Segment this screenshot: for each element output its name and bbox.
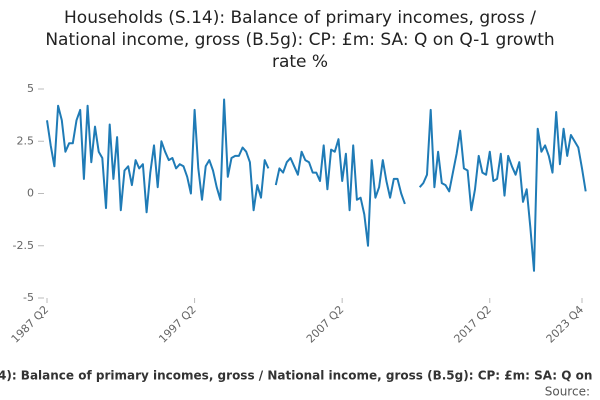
source: Source: <box>545 385 590 399</box>
x-tick-label: 1987 Q2 <box>9 303 52 346</box>
y-tick-label: 2.5 <box>17 134 35 147</box>
y-tick-label: 0 <box>27 187 34 200</box>
y-tick-label: -5 <box>23 291 34 304</box>
chart-title: rate % <box>272 52 328 72</box>
x-tick-label: 2017 Q2 <box>451 303 494 346</box>
data-line <box>46 98 587 272</box>
x-tick-label: 2023 Q4 <box>544 303 587 346</box>
x-tick-label: 2007 Q2 <box>304 303 347 346</box>
chart-title: Households (S.14): Balance of primary in… <box>64 8 536 28</box>
y-tick-label: 5 <box>27 82 34 95</box>
x-tick-label: 1997 Q2 <box>156 303 199 346</box>
caption: 4): Balance of primary incomes, gross / … <box>0 369 592 383</box>
y-tick-label: -2.5 <box>13 239 34 252</box>
chart-title: National income, gross (B.5g): CP: £m: S… <box>45 30 554 50</box>
